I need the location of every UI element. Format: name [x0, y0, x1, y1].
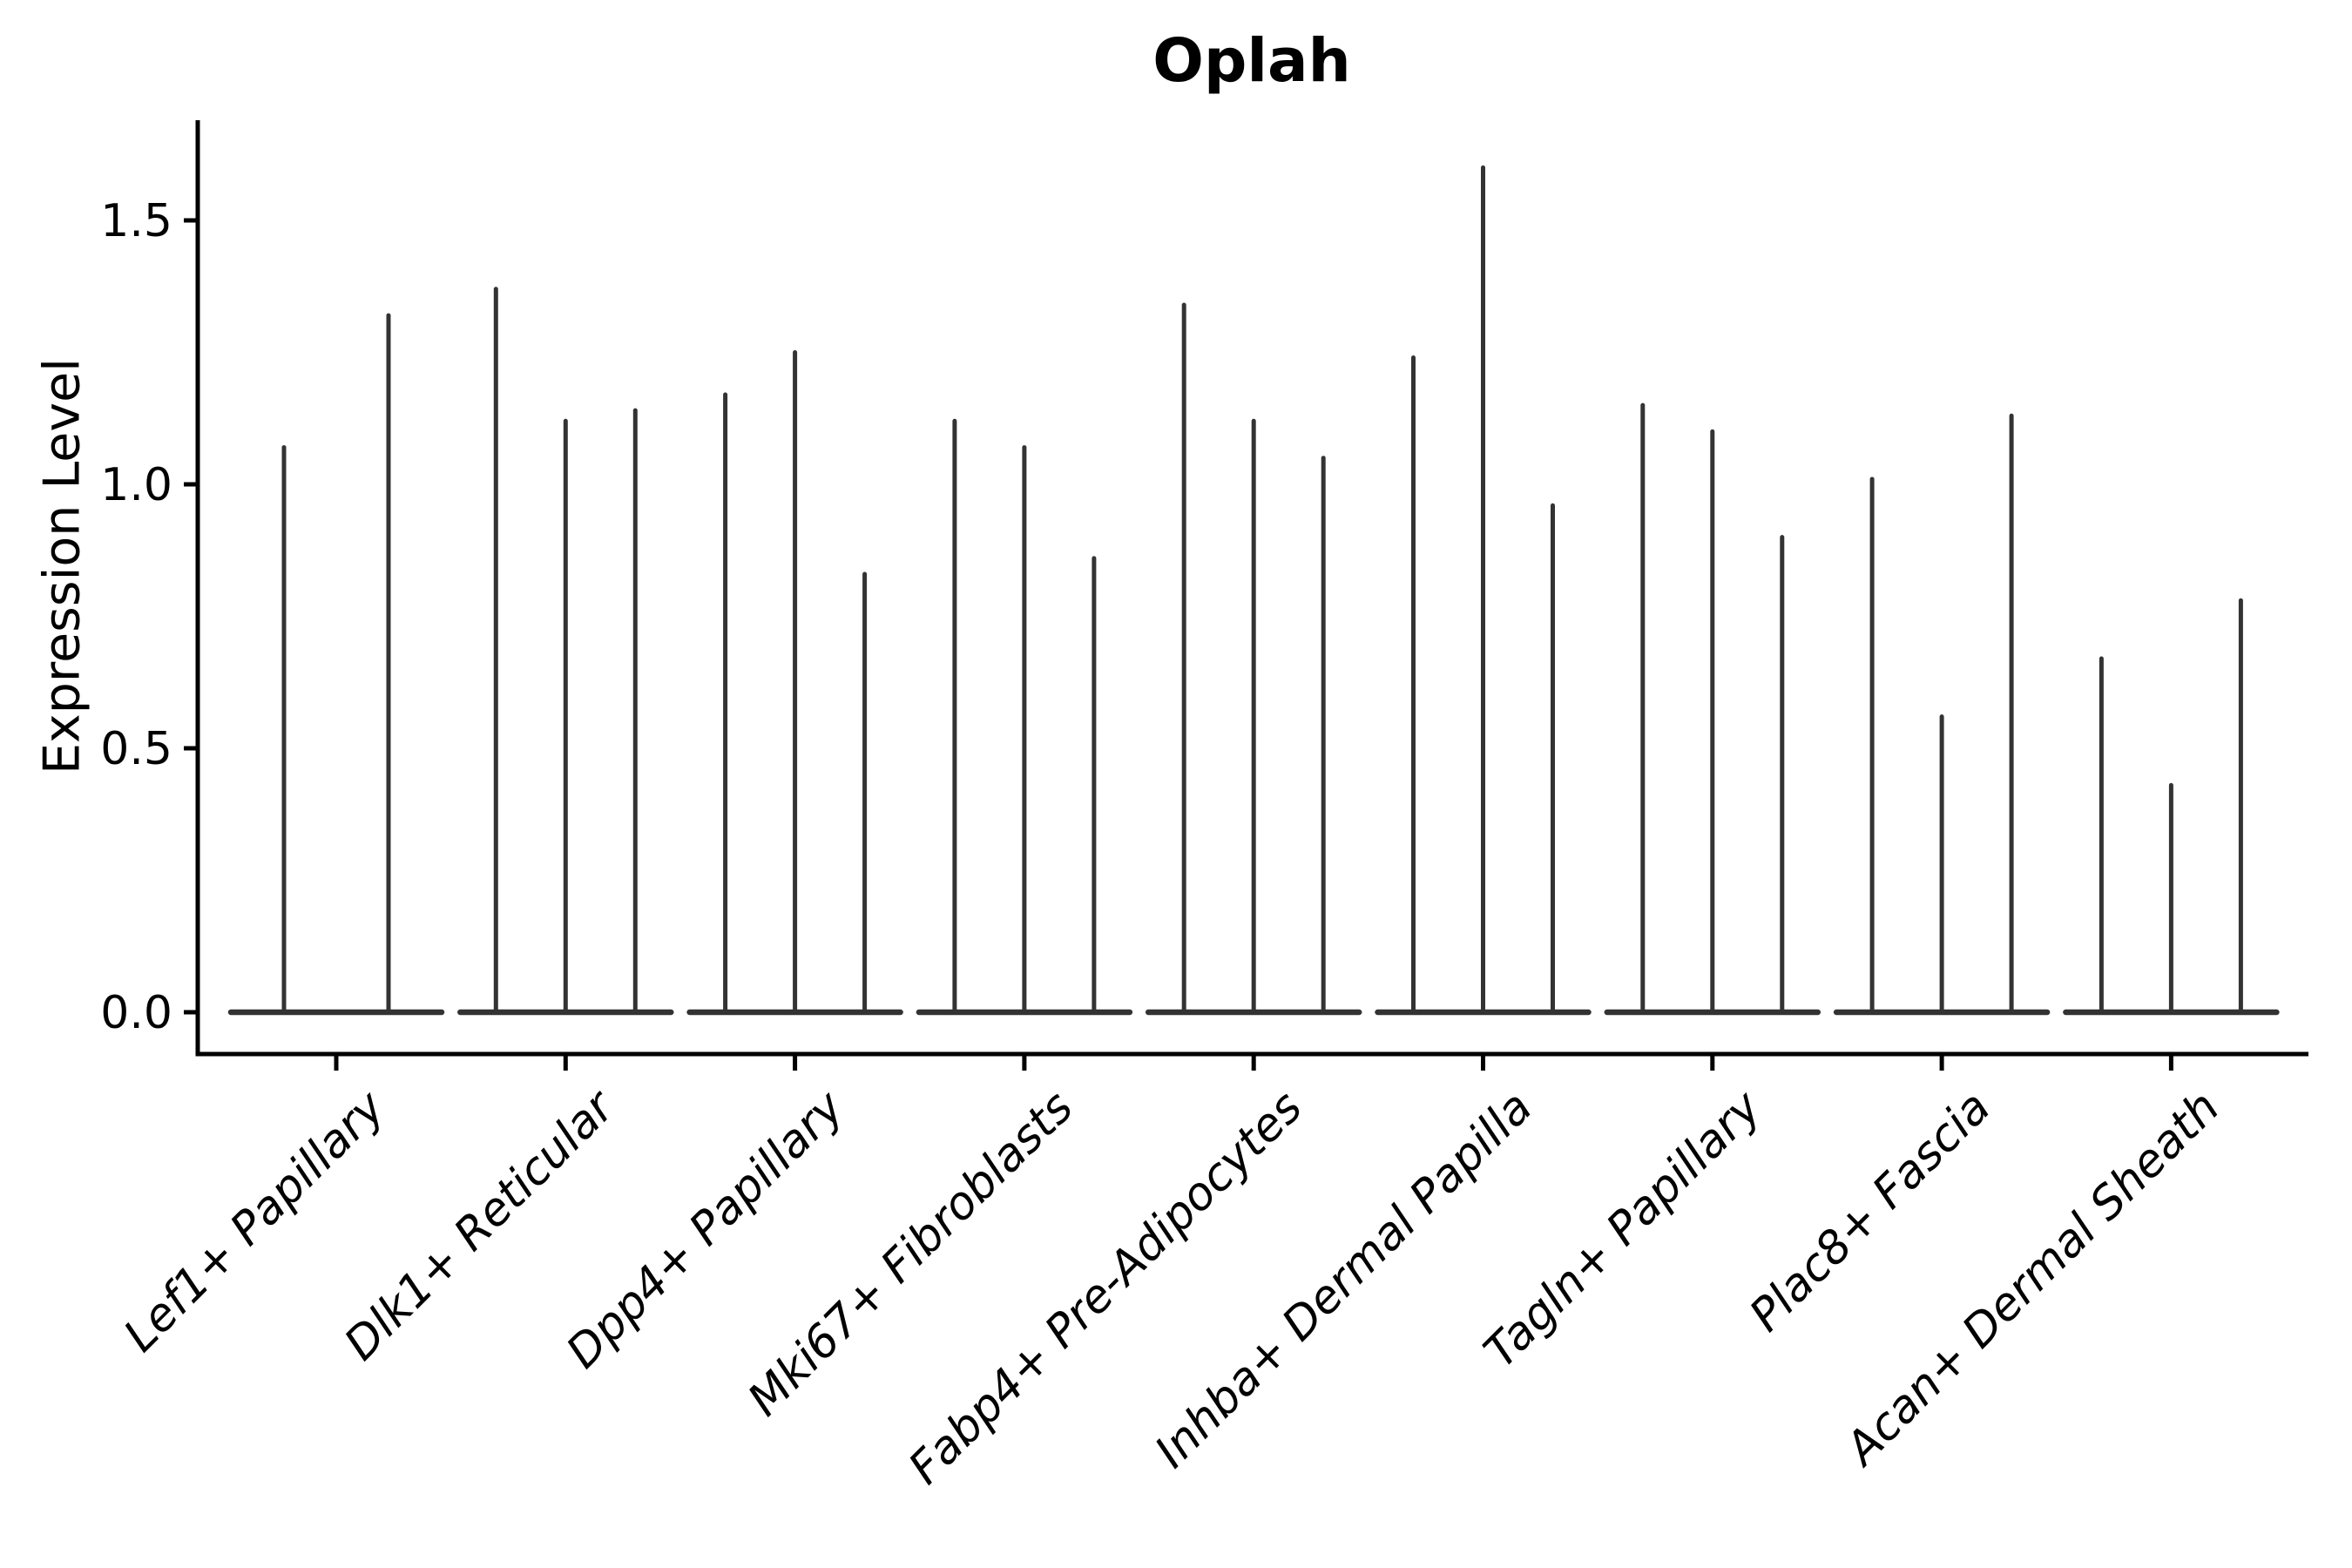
y-tick-label: 0.5 — [100, 723, 172, 775]
y-tick-label: 1.0 — [100, 459, 172, 511]
y-tick-label: 1.5 — [100, 195, 172, 247]
y-tick-label: 0.0 — [100, 987, 172, 1039]
chart-title: Oplah — [1152, 26, 1351, 96]
